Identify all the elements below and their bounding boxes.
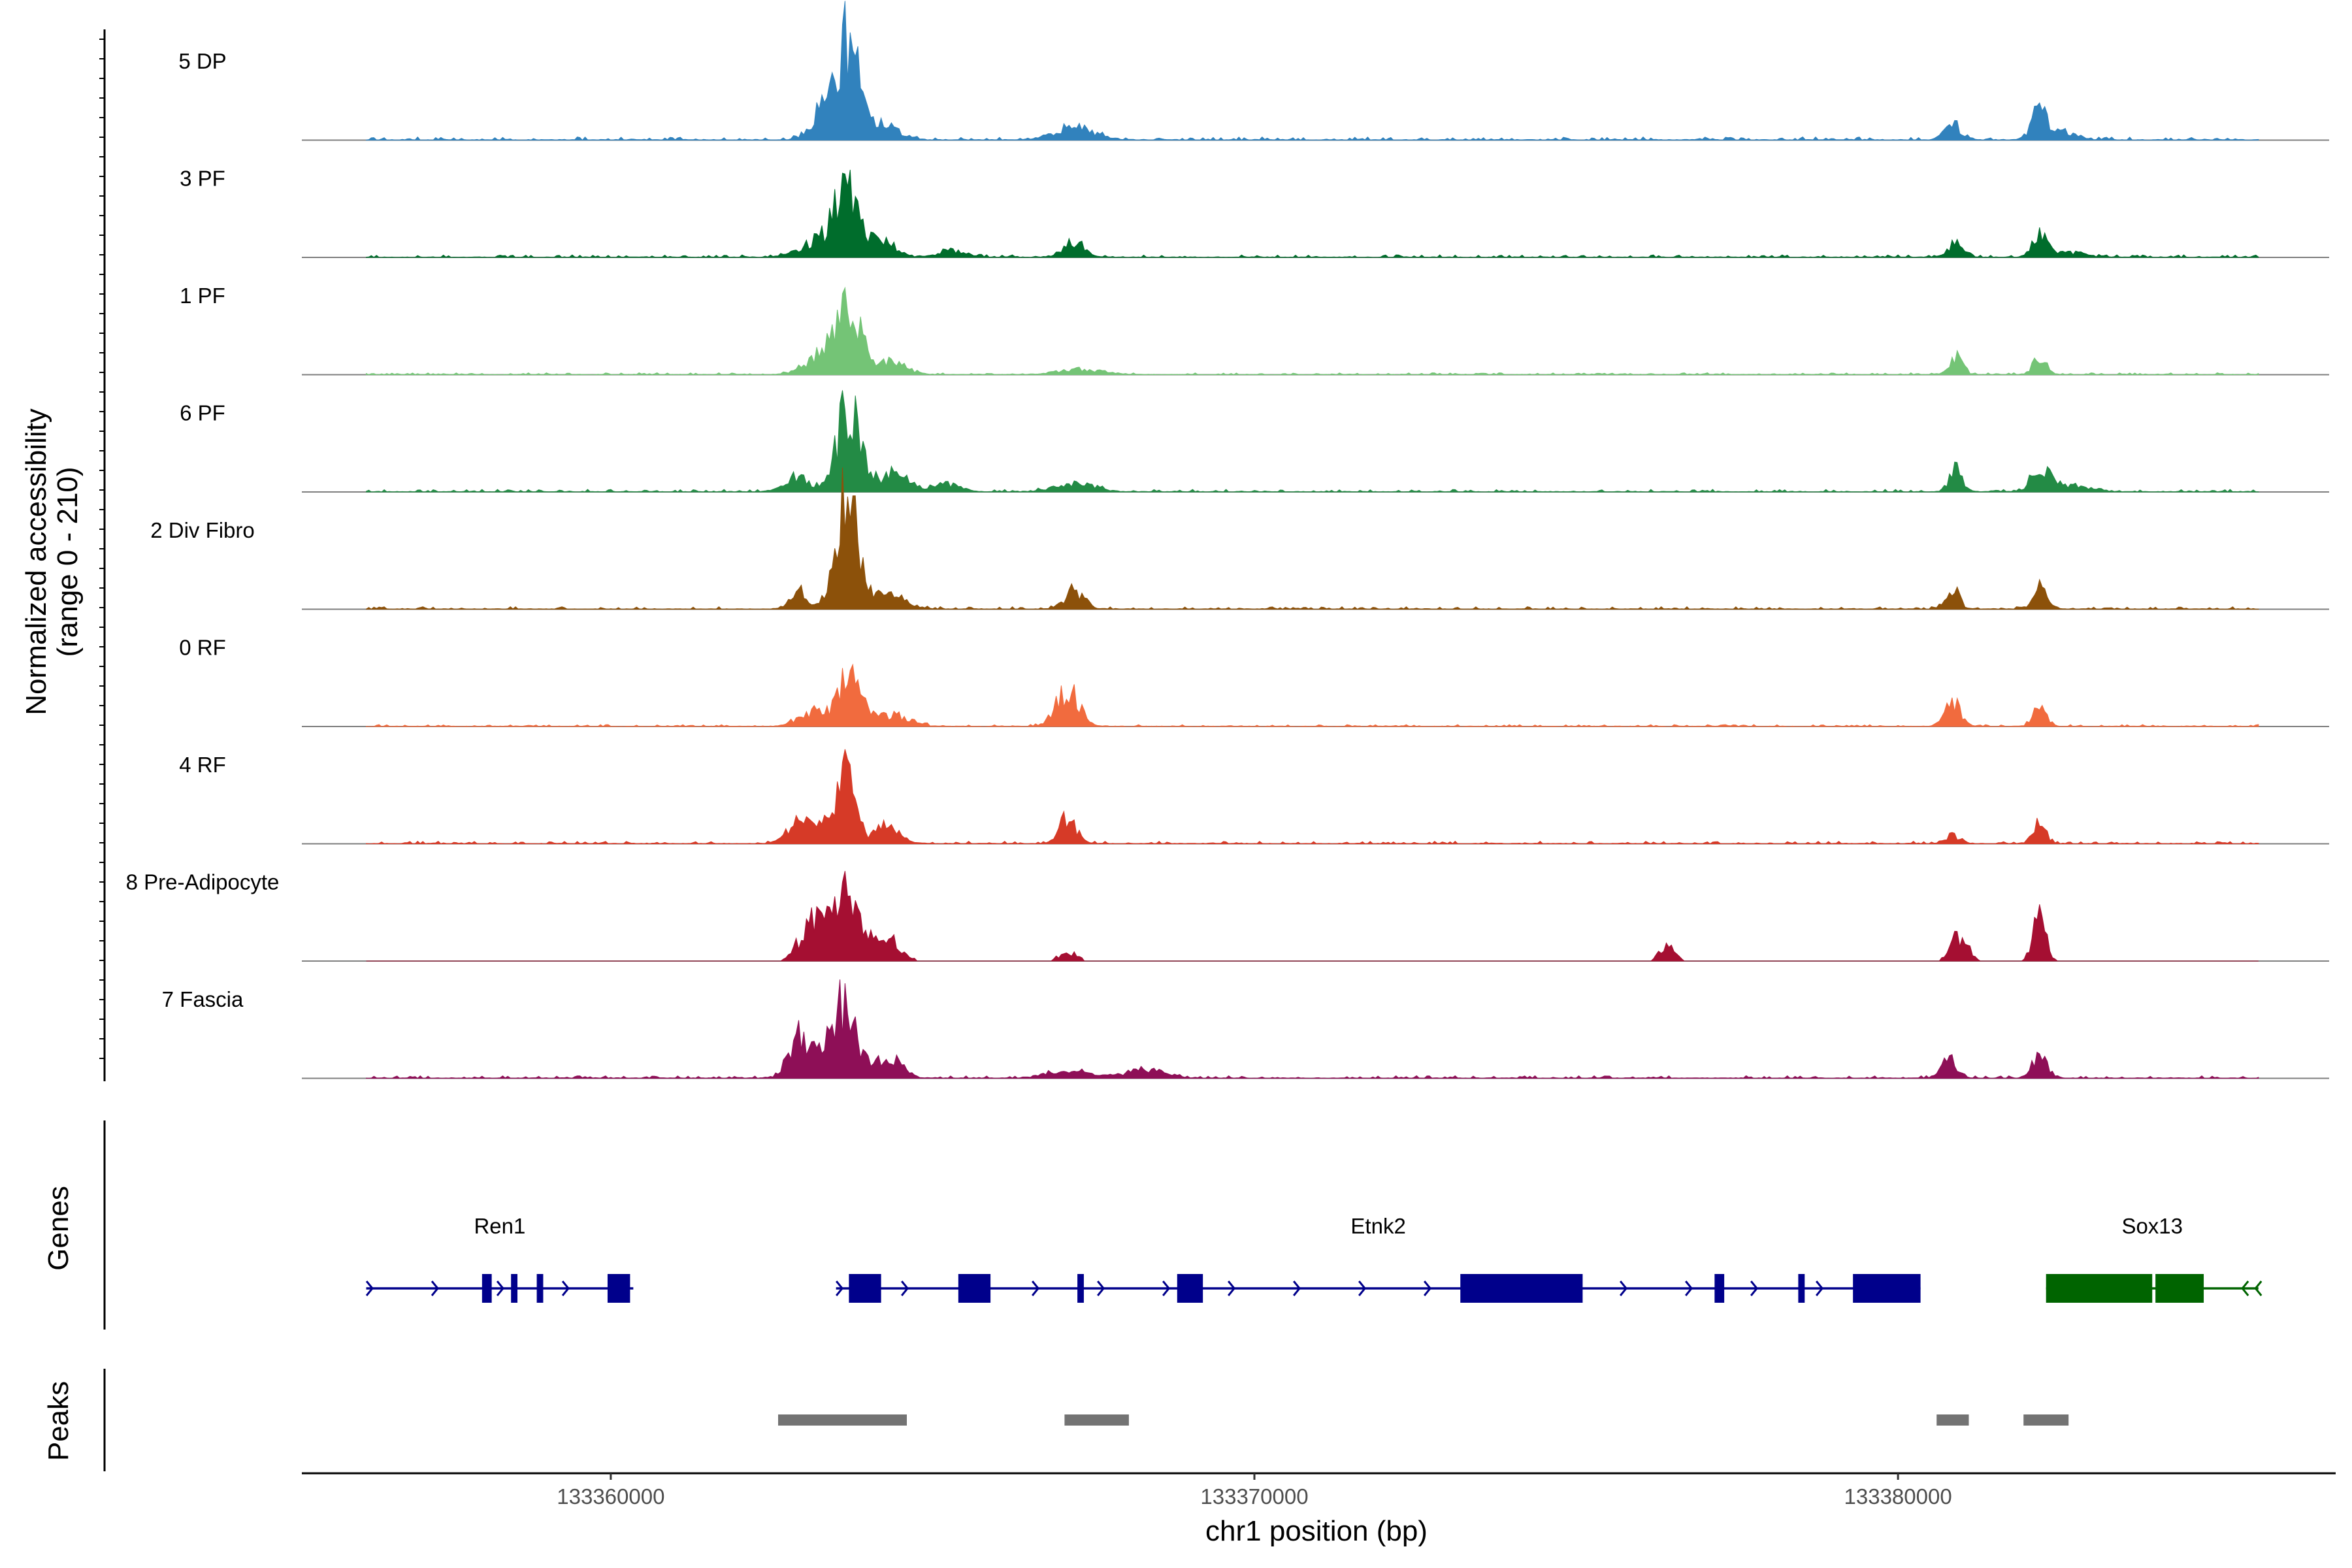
gene-exon [1853, 1274, 1921, 1303]
gene-exon [849, 1274, 881, 1303]
strand-arrow [1423, 1281, 1432, 1296]
track-label: 0 RF [179, 636, 226, 660]
strand-arrow [2241, 1281, 2249, 1296]
x-tick-label-0: 133360000 [557, 1484, 664, 1509]
x-axis-ticks: 133360000 133370000 133380000 [557, 1473, 1952, 1509]
gene-exon [1798, 1274, 1805, 1303]
gene-sox13: Sox13 [2046, 1214, 2262, 1303]
track-label: 1 PF [180, 284, 225, 308]
coverage-area [366, 1, 2259, 141]
coverage-area [366, 979, 2259, 1079]
gene-ren1: Ren1 [365, 1214, 634, 1303]
gene-exon [958, 1274, 991, 1303]
strand-arrow [900, 1281, 909, 1296]
strand-arrow [1358, 1281, 1367, 1296]
y-axis-title-line2: (range 0 - 210) [52, 466, 84, 657]
coverage-area [366, 390, 2259, 493]
gene-label: Sox13 [2121, 1214, 2183, 1238]
track-0-rf: 0 RF [179, 636, 2329, 727]
track-label: 8 Pre-Adipocyte [126, 870, 280, 894]
x-axis-title: chr1 position (bp) [1205, 1515, 1428, 1547]
strand-arrow [1292, 1281, 1301, 1296]
gene-exon [1714, 1274, 1725, 1303]
strand-arrow [1619, 1281, 1628, 1296]
gene-track: Ren1 Etnk2 Sox13 [365, 1214, 2262, 1303]
coverage-area [366, 467, 2259, 610]
strand-arrow [1227, 1281, 1236, 1296]
coverage-area [366, 169, 2259, 258]
coverage-area [366, 749, 2259, 845]
gene-exon [2046, 1274, 2153, 1303]
track-3-pf: 3 PF [180, 167, 2329, 258]
peak-region-2 [1936, 1414, 1969, 1426]
track-2-div-fibro: 2 Div Fibro [150, 467, 2329, 610]
strand-arrow [1684, 1281, 1693, 1296]
track-6-pf: 6 PF [180, 390, 2329, 493]
track-label: 2 Div Fibro [150, 518, 255, 542]
coverage-area [366, 286, 2259, 376]
gene-label: Ren1 [474, 1214, 525, 1238]
track-4-rf: 4 RF [179, 749, 2329, 845]
track-8-pre-adipocyte: 8 Pre-Adipocyte [126, 870, 2329, 962]
track-7-fascia: 7 Fascia [162, 979, 2329, 1079]
x-tick-label-2: 133380000 [1844, 1484, 1952, 1509]
genes-panel-title: Genes [42, 1186, 74, 1271]
strand-arrow [1096, 1281, 1105, 1296]
peaks-track [777, 1414, 2069, 1426]
strand-arrow [1815, 1281, 1824, 1296]
strand-arrow [365, 1281, 374, 1296]
x-tick-label-1: 133370000 [1200, 1484, 1308, 1509]
gene-exon [536, 1274, 544, 1303]
track-label: 4 RF [179, 753, 226, 777]
gene-exon [511, 1274, 518, 1303]
peak-region-1 [1064, 1414, 1129, 1426]
strand-arrow [496, 1281, 504, 1296]
coverage-tracks: 5 DP 3 PF 1 PF 6 PF 2 Div Fibro 0 RF 4 RF 8 Pre… [126, 1, 2329, 1079]
coverage-area [366, 663, 2259, 727]
gene-exon [1177, 1274, 1203, 1303]
track-label: 5 DP [178, 49, 226, 73]
y-axis-title: Normalized accessibility (range 0 - 210) [20, 408, 84, 715]
gene-exon [2155, 1274, 2204, 1303]
track-label: 3 PF [180, 167, 225, 191]
gene-label: Etnk2 [1350, 1214, 1405, 1238]
track-1-pf: 1 PF [180, 284, 2329, 376]
strand-arrow [2254, 1281, 2262, 1296]
gene-exon [1077, 1274, 1084, 1303]
peak-region-0 [777, 1414, 907, 1426]
gene-exon [607, 1274, 630, 1303]
y-axis-title-line1: Normalized accessibility [20, 408, 52, 715]
strand-arrow [431, 1281, 439, 1296]
track-label: 7 Fascia [162, 987, 244, 1011]
track-label: 6 PF [180, 401, 225, 425]
gene-etnk2: Etnk2 [835, 1214, 1921, 1303]
peak-region-3 [2023, 1414, 2069, 1426]
strand-arrow [835, 1281, 844, 1296]
track-5-dp: 5 DP [178, 1, 2329, 141]
strand-arrow [561, 1281, 570, 1296]
strand-arrow [1750, 1281, 1759, 1296]
coverage-y-ticks [99, 39, 105, 1059]
strand-arrow [1162, 1281, 1171, 1296]
gene-exon [1460, 1274, 1583, 1303]
peaks-panel-title: Peaks [42, 1381, 74, 1461]
coverage-area [366, 871, 2259, 962]
strand-arrow [1031, 1281, 1040, 1296]
gene-exon [482, 1274, 492, 1303]
